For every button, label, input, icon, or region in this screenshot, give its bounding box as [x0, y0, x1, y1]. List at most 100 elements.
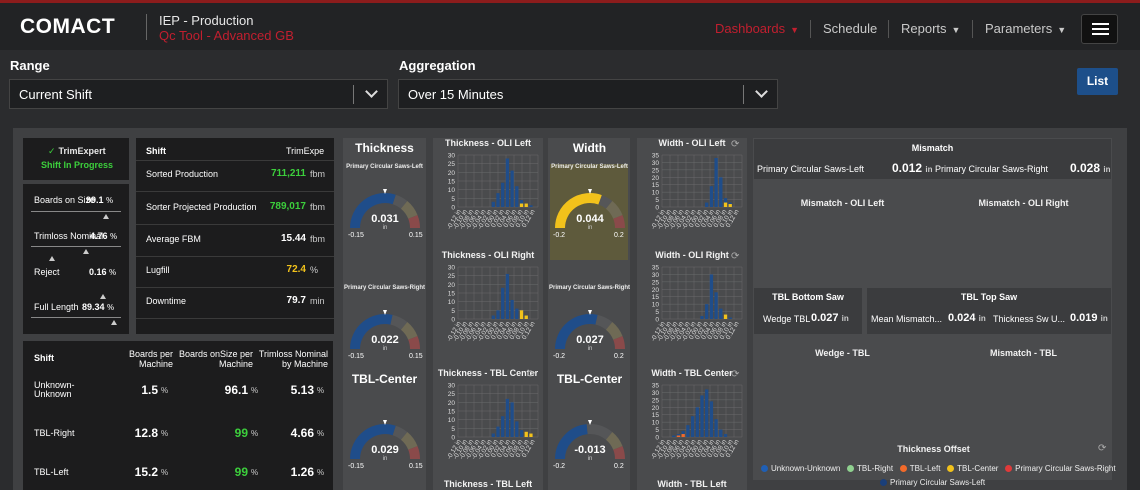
status-state: Shift In Progress	[41, 160, 114, 170]
histogram-bar	[709, 274, 714, 319]
range-select[interactable]: Current Shift	[9, 79, 388, 109]
legend-item[interactable]: TBL-Center	[947, 464, 998, 473]
table-cell-boards: 12.8	[134, 426, 158, 440]
y-tick-label: 20	[448, 282, 456, 289]
histogram-bar	[723, 314, 728, 319]
row-divider	[136, 256, 334, 257]
refresh-icon[interactable]: ⟳	[1098, 443, 1107, 454]
histogram-bar	[700, 316, 704, 319]
kpi-marker	[111, 320, 117, 325]
chart-title-width-oli-left: Width - OLI Left	[658, 138, 726, 148]
histogram-bar	[709, 401, 714, 437]
y-tick-label: 20	[652, 287, 660, 294]
legend-item[interactable]: Unknown-Unknown	[761, 464, 840, 473]
kpi-label: Reject	[34, 267, 60, 277]
gauge	[555, 310, 625, 350]
list-button[interactable]: List	[1077, 68, 1118, 95]
dashboard-area: ✓ TrimExpert Shift In Progress Boards on …	[13, 128, 1127, 490]
table-cell-unit: %	[317, 468, 325, 477]
histogram-bar	[524, 315, 528, 319]
kpi-marker	[83, 249, 89, 254]
table-cell-boards: 1.5	[141, 383, 158, 397]
gauge-max: 0.2	[614, 353, 624, 360]
summary-row-value: 79.7	[286, 295, 306, 306]
gauge-section-title: Thickness	[355, 141, 414, 155]
y-tick-label: 10	[448, 299, 456, 306]
y-tick-label: 25	[448, 161, 456, 168]
kpi-value: 89.34 %	[82, 302, 115, 312]
tbl-bottom-panel: TBL Bottom Saw Wedge TBL 0.027 in	[754, 288, 862, 334]
aggregation-select[interactable]: Over 15 Minutes	[398, 79, 778, 109]
gauge-target-marker	[588, 310, 592, 315]
kpi-value: 99.1 %	[86, 195, 114, 205]
comact-logo[interactable]: COMACT	[20, 15, 116, 38]
status-panel: ✓ TrimExpert Shift In Progress	[23, 138, 129, 180]
summary-row-value: 72.4	[286, 264, 306, 275]
gauge	[555, 189, 625, 229]
legend-item[interactable]: TBL-Left	[899, 464, 940, 473]
kpi-value: 0.16 %	[89, 267, 117, 277]
histogram-bar	[505, 398, 510, 437]
histogram-bar	[719, 177, 723, 207]
chevron-down-icon: ▼	[951, 25, 961, 35]
histogram-bar	[515, 186, 519, 207]
gauge-target-marker	[588, 189, 592, 194]
refresh-icon[interactable]: ⟳	[731, 139, 740, 150]
y-tick-label: 10	[448, 187, 456, 194]
kpi-panel: Boards on Size 99.1 % Trimloss Nominal 4…	[23, 184, 129, 334]
check-circle-icon: ✓	[48, 146, 56, 156]
histogram-bar	[672, 435, 676, 437]
refresh-icon[interactable]: ⟳	[731, 369, 740, 380]
table-header-shift: Shift	[34, 353, 54, 363]
gauge-min: -0.2	[553, 463, 566, 470]
y-tick-label: 0	[451, 435, 455, 442]
y-tick-label: 25	[652, 397, 660, 404]
nav-schedule[interactable]: Schedule	[823, 21, 877, 36]
table-cell-unit: %	[161, 386, 169, 395]
gauge-section-title: TBL-Center	[351, 372, 418, 386]
legend-item[interactable]: Primary Circular Saws-Left	[880, 478, 985, 487]
nav-reports[interactable]: Reports ▼	[901, 21, 960, 36]
gauge-value: -0.013	[574, 444, 606, 456]
gauge-target-marker	[588, 420, 592, 425]
histogram-bar	[705, 304, 709, 319]
legend-item[interactable]: Primary Circular Saws-Right	[1005, 464, 1116, 473]
y-tick-label: 5	[655, 197, 659, 204]
summary-row-label: Downtime	[146, 296, 187, 306]
table-row-name: TBL-Right	[34, 428, 75, 438]
refresh-icon[interactable]: ⟳	[527, 369, 536, 380]
nav-parameters-label: Parameters	[985, 21, 1053, 36]
y-tick-label: 25	[448, 391, 456, 398]
summary-row-unit: fbm	[310, 202, 326, 212]
y-tick-label: 30	[652, 160, 660, 167]
kpi-marker	[100, 294, 106, 299]
histogram-bar	[491, 201, 495, 207]
kpi-range-line	[31, 211, 121, 212]
chart-title-mismatch-oli-left: Mismatch - OLI Left	[800, 198, 885, 208]
table-cell-boards: 15.2	[134, 465, 158, 479]
range-label: Range	[10, 58, 50, 73]
nav-parameters[interactable]: Parameters ▼	[985, 21, 1066, 36]
chart-title-thickness-tbl-left: Thickness - TBL Left	[443, 479, 533, 489]
tbl-bottom-title: TBL Bottom Saw	[772, 292, 844, 302]
gauge-max: 0.15	[409, 353, 423, 360]
row-divider	[136, 287, 334, 288]
y-tick-label: 10	[652, 302, 660, 309]
y-tick-label: 20	[448, 170, 456, 177]
thickness-sw-value: 0.019 in	[1070, 312, 1108, 324]
chart-title-thickness-oli-left: Thickness - OLI Left	[444, 138, 531, 148]
summary-row-unit: fbm	[310, 234, 326, 244]
hamburger-icon[interactable]	[1081, 14, 1118, 44]
legend-row-1: Unknown-Unknown TBL-Right TBL-Left TBL-C…	[761, 464, 1116, 473]
nav-dashboards[interactable]: Dashboards ▼	[715, 21, 799, 36]
table-cell-trimloss: 5.13	[290, 383, 314, 397]
refresh-icon[interactable]: ⟳	[731, 251, 740, 262]
legend-item[interactable]: TBL-Right	[847, 464, 893, 473]
kpi-marker	[49, 256, 55, 261]
select-divider	[353, 85, 354, 104]
gauge-min: -0.2	[553, 232, 566, 239]
chart-title-wedge-tbl: Wedge - TBL	[815, 348, 870, 358]
